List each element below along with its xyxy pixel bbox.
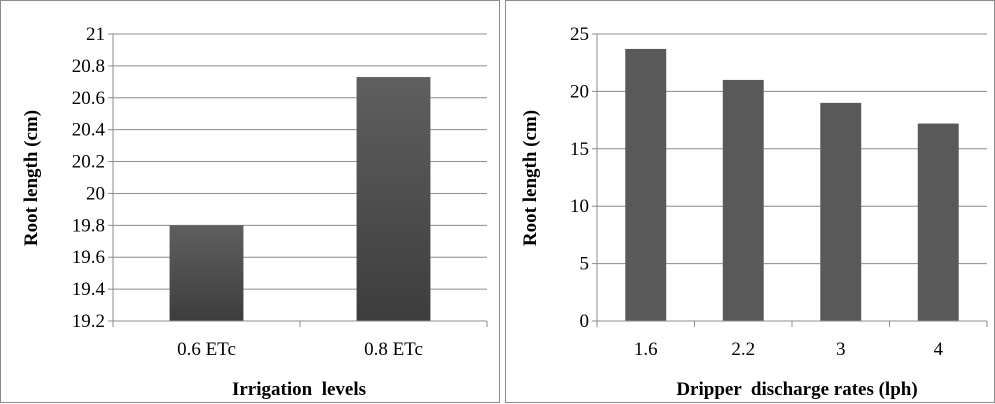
y-tick-label: 20.8	[72, 56, 105, 77]
x-axis-title: Irrigation levels	[232, 379, 366, 400]
y-tick-label: 19.2	[72, 311, 105, 332]
chart-dripper-discharge-svg: 0 5 10 15 20 25 1.6 2.2 3 4 Dripper discharge ra…	[520, 24, 988, 400]
y-tick-label: 19.6	[72, 247, 105, 268]
y-tick-label: 10	[570, 196, 589, 217]
y-tick-label: 20.6	[72, 88, 105, 109]
bar-1-6	[625, 48, 667, 321]
y-tick-label: 15	[570, 139, 589, 160]
bar-0-6-ETc	[169, 225, 244, 321]
bar-3	[820, 102, 862, 321]
x-tick-label: 0.6 ETc	[177, 339, 236, 360]
y-tick-label: 0	[580, 311, 590, 332]
x-tick-label: 0.8 ETc	[364, 339, 423, 360]
y-tick-label: 25	[570, 24, 589, 45]
x-tick-label: 1.6	[634, 339, 658, 360]
chart-irrigation-levels-svg: 19.2 19.4 19.6 19.8 20 20.2 20.4 20.6 20.8 21 0.6…	[21, 24, 488, 400]
y-tick-label: 20	[86, 183, 105, 204]
y-tick-label: 20.2	[72, 152, 105, 173]
y-tick-label: 21	[86, 24, 105, 45]
y-axis-title: Root length (cm)	[21, 110, 42, 246]
bar-2-2	[722, 79, 764, 321]
y-tick-label: 19.8	[72, 215, 105, 236]
y-tick-label: 20.4	[72, 120, 106, 141]
y-axis-title: Root length (cm)	[520, 110, 541, 246]
x-tick-label: 4	[934, 339, 944, 360]
y-tick-label: 20	[570, 81, 589, 102]
chart-dripper-discharge: 0 5 10 15 20 25 1.6 2.2 3 4 Dripper discharge ra…	[505, 0, 995, 403]
bar-0-8-ETc	[356, 77, 431, 321]
x-tick-label: 2.2	[731, 339, 755, 360]
x-tick-label: 3	[836, 339, 846, 360]
y-tick-label: 19.4	[72, 279, 106, 300]
bar-4	[917, 123, 959, 321]
y-tick-label: 5	[580, 254, 590, 275]
x-axis-title: Dripper discharge rates (lph)	[676, 379, 917, 400]
chart-irrigation-levels: 19.2 19.4 19.6 19.8 20 20.2 20.4 20.6 20.8 21 0.6…	[0, 0, 500, 403]
